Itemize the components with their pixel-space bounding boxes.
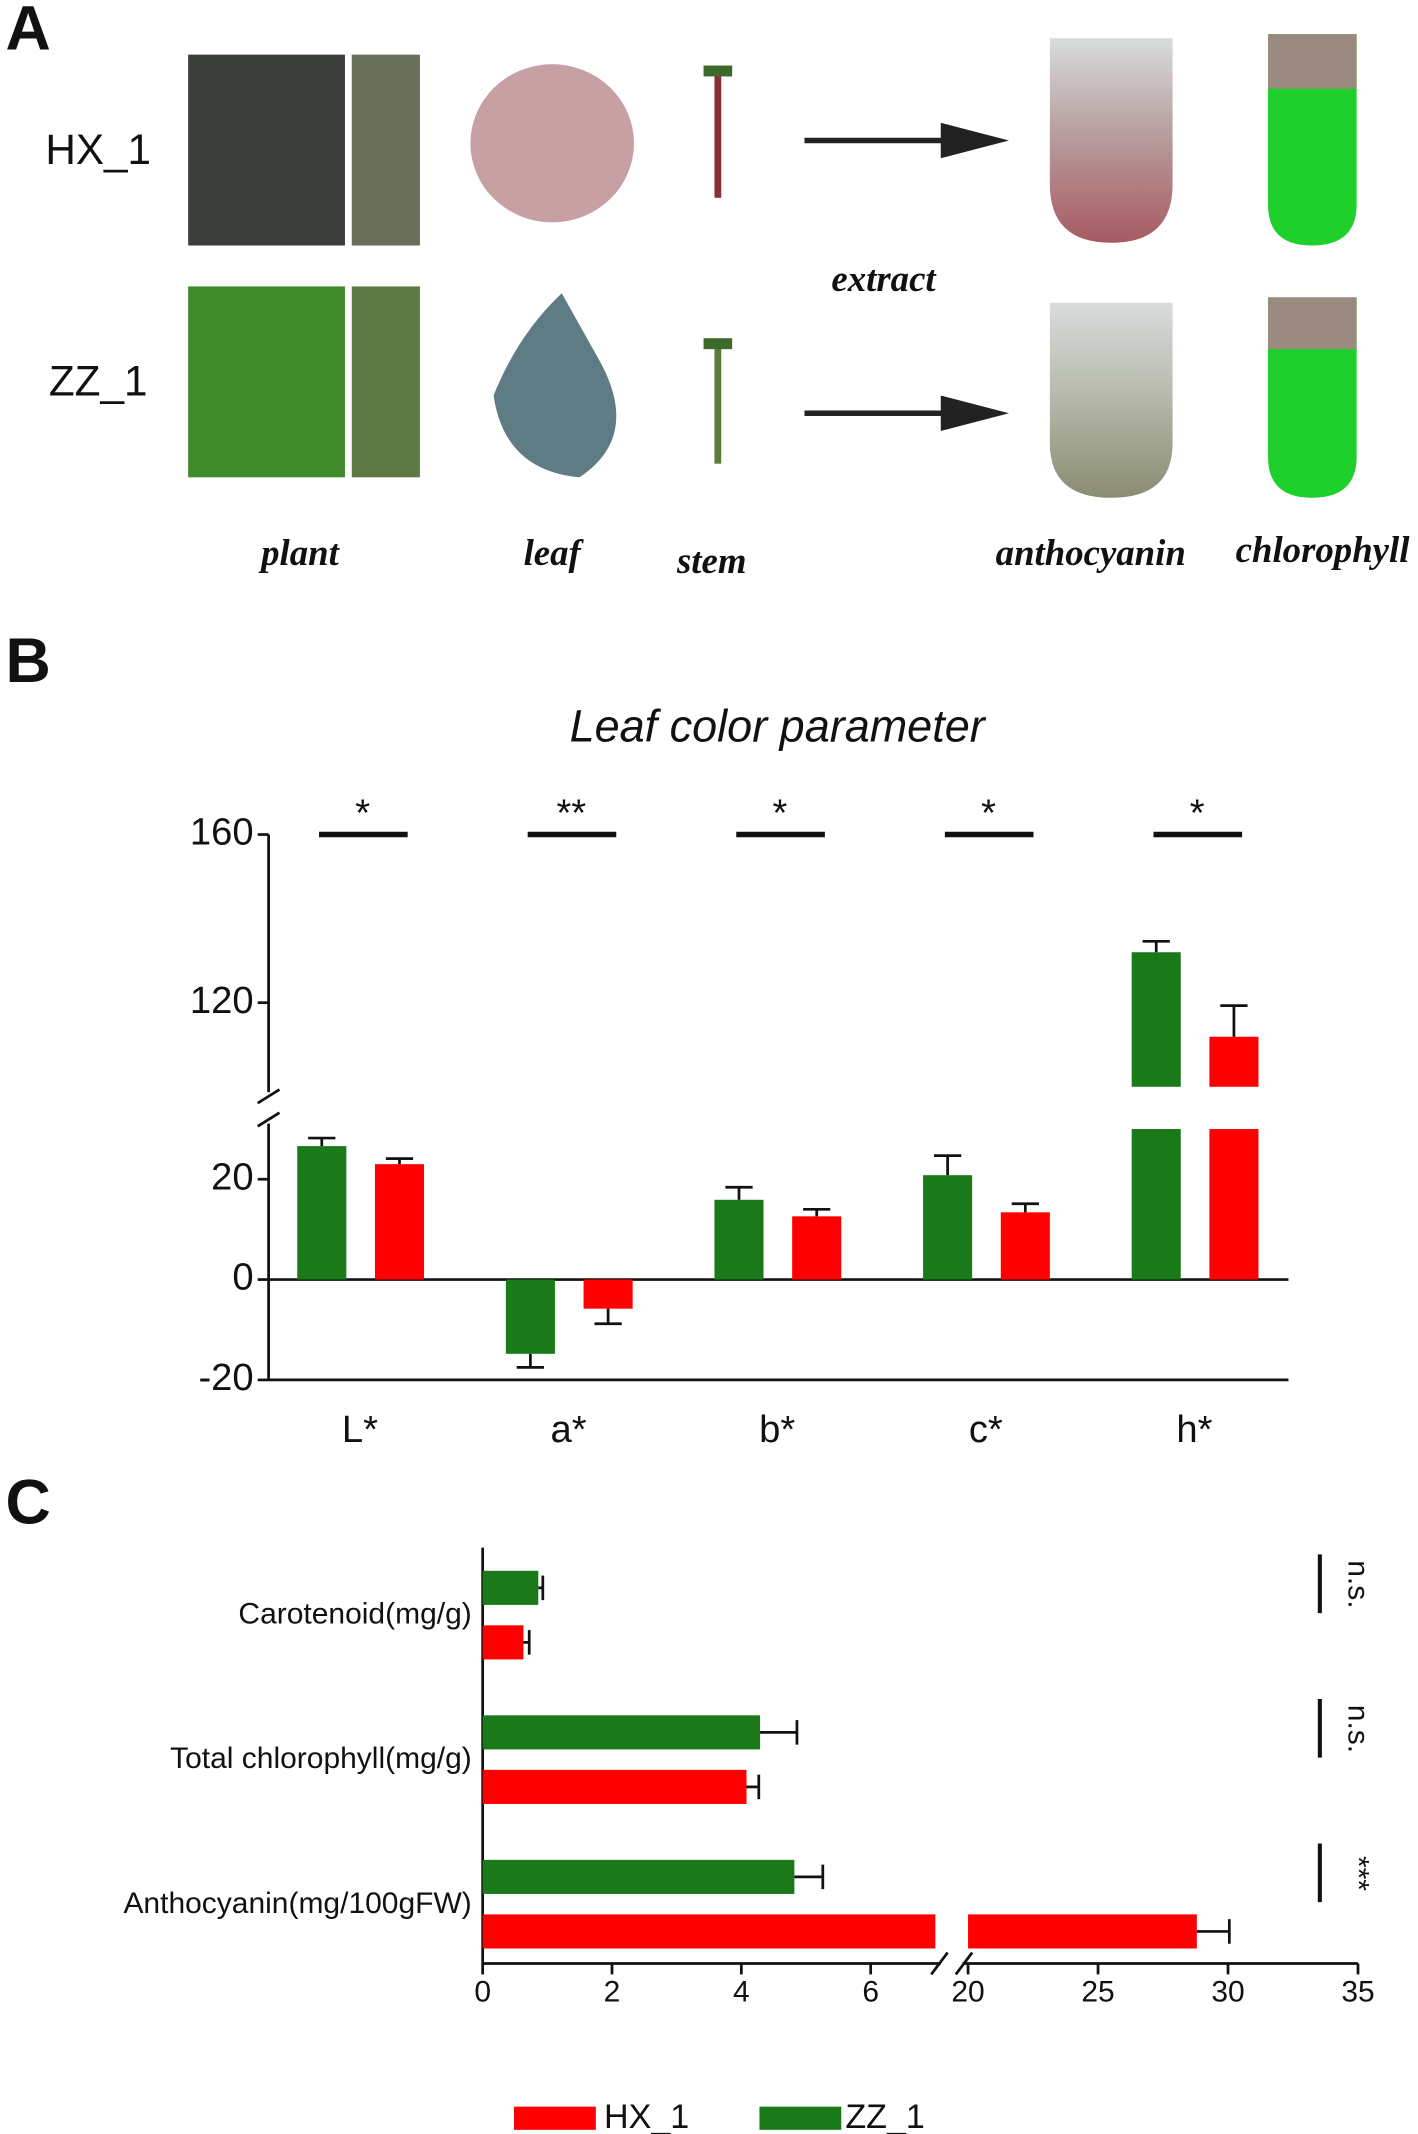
significance-label: ** <box>556 792 586 835</box>
tube <box>1049 38 1173 243</box>
tube-top <box>1268 297 1357 350</box>
y-tick-label: Anthocyanin(mg/100gFW) <box>123 1887 471 1920</box>
arrow-label: extract <box>831 258 937 299</box>
significance-label: n.s. <box>1342 1705 1375 1753</box>
x-tick-label: b* <box>759 1408 795 1451</box>
column-label: plant <box>258 532 340 573</box>
plant-photo <box>351 286 420 478</box>
bar <box>482 1715 761 1750</box>
x-tick-label: 30 <box>1211 1975 1244 2008</box>
x-tick-label: c* <box>969 1408 1003 1451</box>
column-label: chlorophyll <box>1236 529 1411 570</box>
x-tick-label: 35 <box>1341 1975 1374 2008</box>
axis-break <box>954 1951 974 1976</box>
y-tick-label: -20 <box>198 1356 253 1399</box>
bar <box>1209 1036 1259 1087</box>
bar <box>1209 1129 1259 1280</box>
legend-swatch <box>514 2106 596 2130</box>
leaf-photo <box>493 293 617 478</box>
stem-photo <box>714 75 722 198</box>
x-tick-label: 6 <box>862 1975 879 2008</box>
significance-label: * <box>772 792 787 835</box>
arrow-head <box>940 122 1009 159</box>
axis-break <box>256 1088 281 1105</box>
legend-label: ZZ_1 <box>845 2098 925 2134</box>
sample-label: HX_1 <box>45 126 151 173</box>
bar <box>482 1570 539 1605</box>
plant-photo <box>188 54 345 246</box>
plant-photo <box>188 286 345 478</box>
significance-label: * <box>355 792 370 835</box>
x-tick-label: L* <box>342 1408 378 1451</box>
chart-title: Leaf color parameter <box>570 700 987 751</box>
stem-photo <box>703 338 733 350</box>
x-tick-label: 0 <box>474 1975 491 2008</box>
photo-panel: HX_1 ZZ_1 extract plant leaf stem anthoc… <box>45 34 1410 581</box>
axis-break <box>930 1951 949 1976</box>
y-tick-label: 160 <box>190 811 254 854</box>
bar <box>1131 1129 1181 1280</box>
y-tick-label: Carotenoid(mg/g) <box>238 1598 471 1631</box>
arrow-head <box>940 395 1009 431</box>
sample-label: ZZ_1 <box>49 358 148 405</box>
bar <box>505 1279 555 1354</box>
bar <box>482 1914 936 1949</box>
bar <box>482 1769 747 1804</box>
panel-label: C <box>5 1467 50 1537</box>
bar <box>923 1175 973 1280</box>
leaf-photo <box>470 64 635 223</box>
bar <box>297 1146 347 1280</box>
x-tick-label: h* <box>1176 1408 1212 1451</box>
bar <box>714 1199 764 1280</box>
column-label: stem <box>676 540 747 581</box>
x-tick-label: 25 <box>1081 1975 1114 2008</box>
legend-swatch <box>759 2106 842 2130</box>
y-tick-label: 120 <box>190 979 254 1022</box>
bar <box>1131 952 1181 1087</box>
y-tick-label: 0 <box>232 1256 253 1299</box>
bar <box>482 1625 524 1660</box>
significance-label: *** <box>1342 1856 1375 1891</box>
bar <box>968 1914 1197 1949</box>
bar <box>1000 1212 1050 1280</box>
tube-top <box>1268 34 1357 89</box>
column-label: anthocyanin <box>996 532 1186 573</box>
bar <box>374 1164 425 1280</box>
stem-photo <box>703 65 733 77</box>
bar <box>583 1279 633 1309</box>
y-tick-label: 20 <box>211 1155 253 1198</box>
x-tick-label: 20 <box>951 1975 984 2008</box>
legend-label: HX_1 <box>604 2098 689 2134</box>
bar <box>792 1216 842 1280</box>
x-tick-label: 4 <box>733 1975 750 2008</box>
tube <box>1049 302 1173 498</box>
significance-label: * <box>1190 792 1205 835</box>
bar <box>482 1859 795 1894</box>
panel-label: A <box>5 0 50 63</box>
y-tick-label: Total chlorophyll(mg/g) <box>170 1742 472 1775</box>
axis-break <box>256 1111 281 1128</box>
panel-label: B <box>5 626 50 696</box>
significance-label: * <box>981 792 996 835</box>
x-tick-label: 2 <box>604 1975 621 2008</box>
column-label: leaf <box>524 532 585 573</box>
x-tick-label: a* <box>551 1408 587 1451</box>
plant-photo <box>351 54 420 246</box>
stem-photo <box>714 347 722 464</box>
significance-label: n.s. <box>1342 1560 1375 1608</box>
